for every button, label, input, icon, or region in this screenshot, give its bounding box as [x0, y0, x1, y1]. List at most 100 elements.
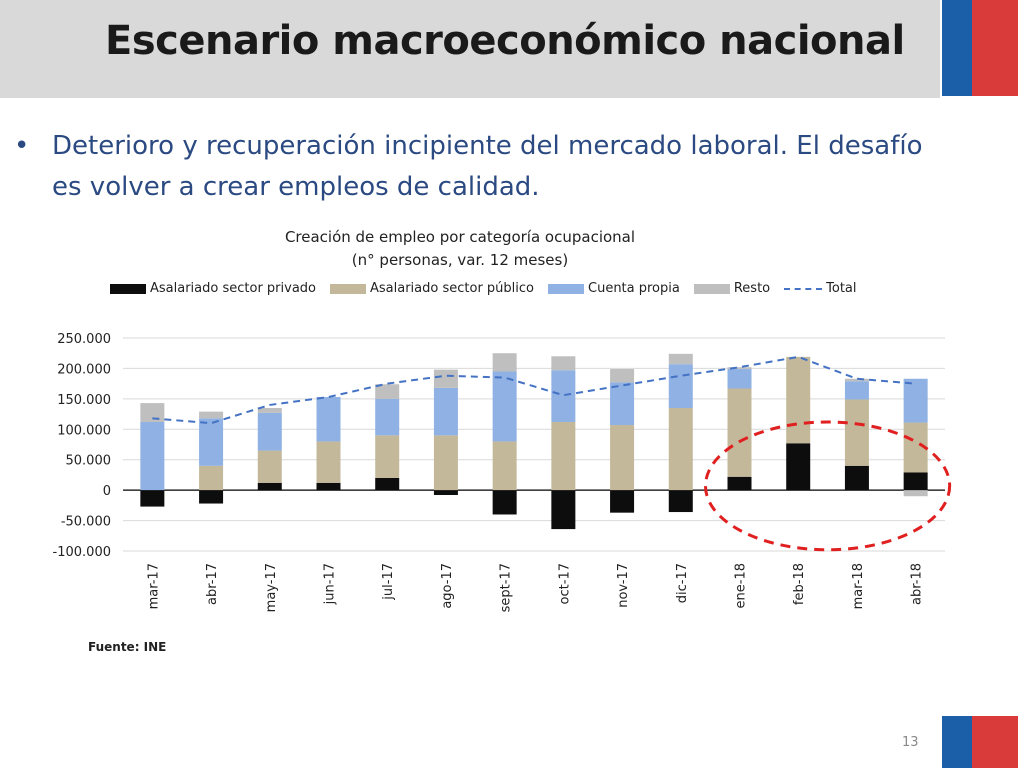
chart-legend: Asalariado sector privado Asalariado sec…	[110, 281, 871, 296]
chart-title: Creación de empleo por categoría ocupaci…	[284, 228, 636, 246]
x-tick-label: ene-18	[734, 563, 749, 608]
y-tick-label: 200.000	[57, 362, 111, 377]
bar-segment	[492, 353, 517, 372]
x-tick-label: abr-17	[205, 563, 220, 605]
bar-segment	[140, 403, 165, 422]
bar-segment	[844, 399, 869, 466]
x-tick-label: ago-17	[440, 563, 455, 609]
bar-segment	[257, 412, 282, 451]
x-tick-label: mar-17	[146, 563, 161, 609]
bar-segment	[610, 369, 635, 383]
bar-segment	[375, 398, 400, 436]
legend-dash-swatch	[784, 287, 823, 290]
bar-segment	[492, 371, 517, 442]
y-tick-label: -100.000	[53, 545, 111, 560]
x-tick-label: dic-17	[675, 563, 690, 603]
bullet-point: • Deterioro y recuperación incipiente de…	[14, 126, 944, 208]
legend-item-resto: Resto	[693, 281, 771, 296]
bar-segment	[727, 476, 752, 491]
flag-red-stripe	[972, 0, 1018, 96]
bar-segment	[844, 465, 869, 491]
bar-segment	[727, 388, 752, 477]
y-tick-label: 0	[103, 484, 111, 499]
bar-segment	[257, 482, 282, 491]
legend-swatch	[330, 283, 366, 294]
x-tick-label: feb-18	[792, 563, 807, 605]
y-tick-label: -50.000	[61, 515, 111, 530]
chart-plot: -100.000 -50.000 0 50.000 100.000 150.000 200.…	[53, 332, 952, 612]
bar-segment	[316, 482, 341, 491]
bar-segment	[492, 441, 517, 491]
bar-segment	[903, 472, 928, 491]
flag-decoration-top	[942, 0, 1018, 96]
bar-segment	[727, 369, 752, 389]
bar-segment	[433, 490, 458, 496]
y-tick-label: 50.000	[66, 454, 112, 469]
x-tick-label: oct-17	[557, 563, 572, 604]
legend-swatch	[548, 283, 584, 294]
flag-decoration-bottom	[942, 716, 1018, 768]
bullet-icon: •	[14, 131, 30, 161]
slide-title: Escenario macroeconómico nacional	[105, 18, 905, 64]
legend-swatch	[693, 283, 730, 294]
x-tick-label: mar-18	[851, 563, 866, 609]
bar-segment	[668, 353, 693, 365]
x-tick-label: sept-17	[499, 563, 514, 612]
bar-segment	[257, 450, 282, 483]
y-tick-label: 100.000	[57, 423, 111, 438]
legend-label: Asalariado sector privado	[150, 281, 316, 296]
legend-label: Total	[826, 281, 857, 296]
legend-swatch	[110, 283, 146, 294]
legend-item-asalariado-publico: Asalariado sector público	[330, 281, 534, 296]
bar-segment	[903, 490, 928, 497]
bar-segment	[551, 370, 576, 422]
x-tick-label: nov-17	[616, 563, 631, 608]
bar-segment	[140, 490, 165, 507]
bar-segment	[316, 397, 341, 442]
bar-segment	[786, 443, 811, 491]
bar-segment	[492, 490, 517, 515]
legend-label: Resto	[733, 281, 771, 296]
bar-segment	[844, 381, 869, 400]
legend-item-total: Total	[784, 281, 857, 296]
source-note: Fuente: INE	[88, 640, 167, 654]
bar-segment	[668, 490, 693, 513]
flag-red-stripe	[972, 716, 1018, 768]
bar-segment	[668, 407, 693, 491]
bar-segment	[610, 382, 635, 426]
bar-segment	[433, 369, 458, 388]
legend-item-cuenta-propia: Cuenta propia	[548, 281, 680, 296]
legend-label: Asalariado sector público	[370, 281, 534, 296]
bar-segment	[433, 435, 458, 491]
title-bar	[0, 0, 940, 98]
bar-segment	[375, 384, 400, 399]
x-tick-label: abr-18	[910, 563, 925, 605]
bar-segment	[140, 421, 165, 491]
bar-segment	[610, 490, 635, 513]
total-line	[152, 355, 916, 425]
flag-blue-stripe	[942, 716, 972, 768]
x-tick-label: jul-17	[381, 563, 396, 601]
bar-segment	[199, 490, 224, 504]
bar-segment	[375, 435, 400, 478]
x-tick-label: may-17	[264, 563, 279, 612]
bar-segment	[316, 441, 341, 483]
flag-blue-stripe	[942, 0, 972, 96]
highlight-ellipse	[704, 420, 952, 552]
bar-segment	[199, 418, 224, 466]
chart-subtitle: (n° personas, var. 12 meses)	[351, 251, 569, 269]
bar-segment	[199, 465, 224, 491]
bar-segment	[551, 421, 576, 491]
bar-segment	[433, 387, 458, 436]
bar-segment	[551, 356, 576, 371]
bar-segment	[610, 425, 635, 491]
bar-segment	[375, 477, 400, 491]
legend-item-asalariado-privado: Asalariado sector privado	[110, 281, 316, 296]
bar-segment	[844, 378, 869, 382]
bar-segment	[551, 490, 576, 530]
y-tick-label: 150.000	[57, 393, 111, 408]
bar-segment	[257, 407, 282, 413]
legend-label: Cuenta propia	[588, 281, 680, 296]
y-tick-label: 250.000	[57, 332, 111, 347]
bullet-text: Deterioro y recuperación incipiente del …	[52, 131, 923, 202]
